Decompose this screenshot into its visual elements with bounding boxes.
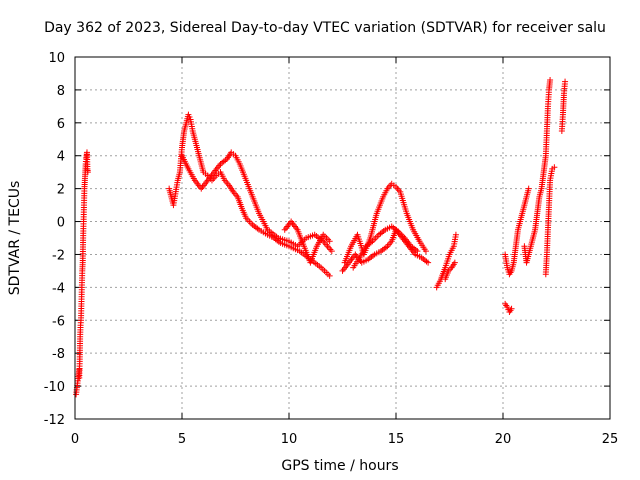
y-tick-label-8: 4 [57,150,65,165]
y-tick-label-7: 2 [57,183,65,198]
y-tick-label-11: 10 [48,51,65,66]
data-point-876 [551,164,558,171]
y-tick-label-10: 8 [57,84,65,99]
x-axis-label: GPS time / hours [281,458,398,474]
data-point-279 [326,272,333,279]
y-tick-label-4: -4 [52,281,65,296]
x-tick-label-4: 20 [495,432,512,447]
data-point-439 [326,238,333,245]
y-tick-label-0: -12 [44,413,65,428]
data-point-500 [425,259,432,266]
data-points [73,77,569,398]
y-tick-label-3: -6 [52,314,65,329]
x-tick-label-5: 25 [602,432,619,447]
y-tick-label-1: -10 [44,380,65,395]
y-tick-label-2: -8 [52,347,65,362]
data-point-673 [451,259,458,266]
grid-lines [75,57,610,419]
data-point-899 [562,78,569,85]
plot-frame [74,56,611,420]
x-tick-label-2: 10 [281,432,298,447]
data-point-732 [525,185,532,192]
chart-title: Day 362 of 2023, Sidereal Day-to-day VTE… [44,20,606,36]
y-tick-label-6: 0 [57,216,65,231]
data-point-663 [452,231,459,238]
data-point-827 [547,77,554,84]
data-point-394 [328,248,335,255]
data-point-680 [508,305,515,312]
y-tick-label-9: 6 [57,117,65,132]
x-tick-label-0: 0 [71,432,79,447]
x-tick-label-3: 15 [388,432,405,447]
y-axis-label: SDTVAR / TECUs [7,181,23,296]
data-point-593 [422,248,429,255]
axis-ticks: 0 5 10 15 20 25 -12 -10 -8 -6 -4 -2 0 2 4 6 8 10 [44,51,619,447]
data-point-121 [84,169,91,176]
data-point-637 [414,248,421,255]
y-tick-label-5: -2 [52,248,65,263]
x-tick-label-1: 5 [178,432,186,447]
